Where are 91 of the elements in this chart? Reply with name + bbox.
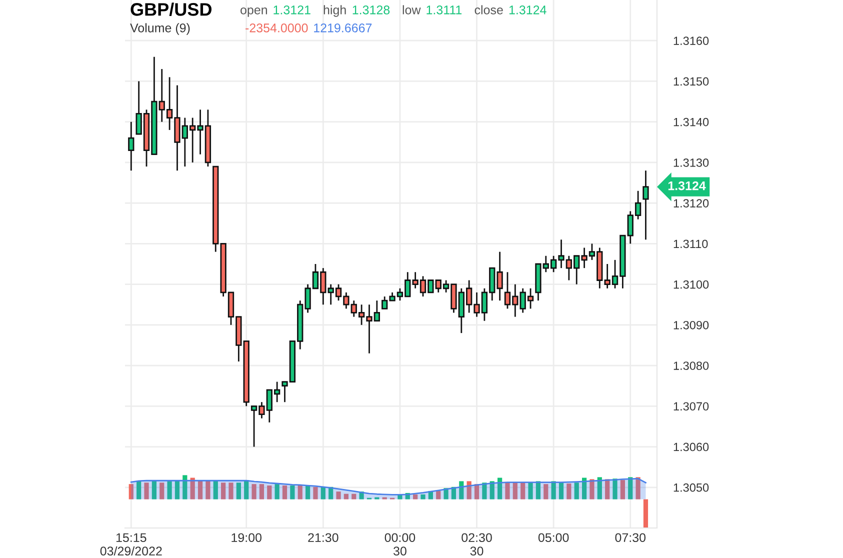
- annotation: 1.3124: [509, 6, 546, 14]
- y-tick-label: 1.3080: [674, 362, 709, 370]
- y-tick-label: 1.3070: [674, 402, 709, 411]
- bar: [352, 494, 356, 500]
- bar: [520, 482, 526, 500]
- chart-title: GBP/USD: [130, 2, 212, 16]
- x-tick-label: 19:00: [232, 533, 262, 542]
- bar: [612, 478, 618, 500]
- bar: [512, 482, 518, 500]
- annotation: -2354.0000: [246, 24, 308, 32]
- bar: [490, 481, 494, 500]
- bar: [420, 494, 426, 500]
- bar: [290, 486, 295, 500]
- bar: [505, 482, 510, 500]
- bar: [628, 477, 633, 500]
- bar: [167, 481, 172, 500]
- bar: [198, 480, 203, 500]
- bar: [152, 480, 156, 500]
- y-tick-label: 1.3120: [674, 199, 709, 208]
- bar: [206, 480, 210, 500]
- candlestick: [642, 170, 649, 240]
- bar: [482, 482, 487, 500]
- x-tick-label: 07:30: [615, 533, 646, 542]
- y-tick-label: 1.3100: [674, 280, 709, 289]
- bar: [597, 477, 602, 500]
- bar: [544, 484, 548, 500]
- bar: [436, 490, 441, 500]
- bar: [236, 482, 241, 500]
- x-tick-label: 21:30: [308, 533, 338, 542]
- bar: [636, 477, 640, 500]
- bar: [136, 481, 142, 500]
- y-tick-label: 1.3150: [674, 77, 709, 86]
- annotation: 1.3124: [668, 181, 706, 190]
- y-tick-label: 1.3110: [674, 240, 708, 248]
- y-tick-label: 1.3160: [674, 36, 709, 46]
- bar: [558, 482, 564, 500]
- bar: [643, 499, 648, 528]
- bar: [590, 479, 594, 500]
- annotation: high: [324, 5, 346, 17]
- bar: [190, 478, 195, 500]
- annotation: 1219.6667: [314, 24, 372, 32]
- bar: [128, 484, 134, 500]
- bar: [160, 482, 164, 500]
- bar: [182, 475, 188, 500]
- bar: [174, 480, 180, 500]
- bar: [574, 482, 579, 500]
- annotation: 1.3121: [274, 6, 310, 14]
- bar: [582, 478, 587, 500]
- bar: [213, 480, 218, 500]
- bar: [466, 481, 472, 500]
- annotation: close: [474, 5, 503, 14]
- bar: [313, 486, 318, 500]
- x-tick-label: 02:30 30: [462, 533, 492, 556]
- bar: [620, 480, 625, 500]
- annotation: 1.3111: [426, 6, 462, 14]
- x-tick-label: 15:15 03/29/2022: [100, 533, 162, 556]
- bar: [474, 484, 480, 500]
- y-tick-label: 1.3060: [674, 442, 709, 452]
- bar: [305, 486, 310, 500]
- y-tick-label: 1.3090: [674, 320, 709, 330]
- bar: [259, 484, 264, 500]
- bar: [244, 480, 249, 500]
- bar: [320, 486, 326, 500]
- bar: [144, 482, 149, 500]
- bar: [228, 482, 234, 500]
- bar: [221, 482, 226, 500]
- chart-title: Volume (9): [130, 23, 190, 35]
- bar: [413, 494, 418, 500]
- bar: [252, 484, 256, 500]
- bar: [267, 486, 272, 500]
- y-tick-label: 1.3130: [674, 158, 709, 167]
- bar: [566, 483, 572, 500]
- annotation: low: [402, 5, 421, 14]
- bar: [344, 494, 348, 500]
- bar: [498, 478, 502, 500]
- x-tick-label: 00:00 30: [384, 533, 416, 556]
- bar: [605, 479, 610, 500]
- bar: [336, 492, 341, 500]
- y-tick-label: 1.3140: [674, 118, 709, 126]
- annotation: open: [240, 8, 267, 17]
- x-tick-label: 05:00: [538, 533, 569, 542]
- y-tick-label: 1.3050: [674, 483, 709, 492]
- bar: [459, 481, 464, 500]
- bar: [298, 486, 302, 500]
- bar: [274, 484, 280, 500]
- annotation: 1.3128: [352, 6, 390, 14]
- bar: [528, 482, 533, 500]
- candlestick: [128, 121, 134, 172]
- bar: [536, 481, 541, 500]
- bar: [282, 486, 288, 500]
- bar: [551, 481, 556, 500]
